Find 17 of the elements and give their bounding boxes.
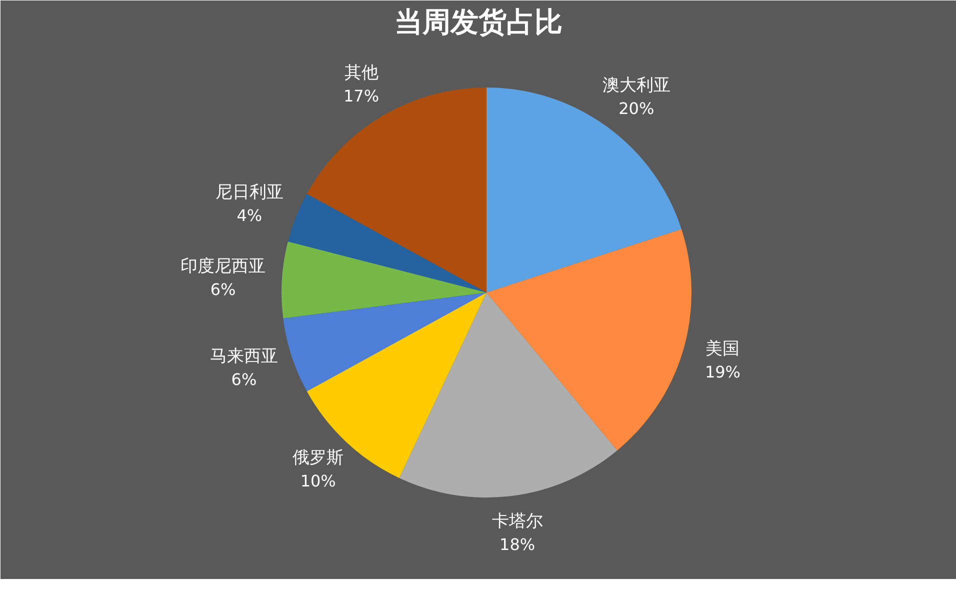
slice-label: 印度尼西亚 bbox=[180, 256, 266, 276]
chart-title: 当周发货占比 bbox=[394, 6, 562, 38]
data-label: 20% bbox=[618, 99, 654, 118]
slice-label: 澳大利亚 bbox=[602, 76, 670, 96]
data-label: 4% bbox=[236, 206, 262, 225]
data-label: 6% bbox=[210, 280, 236, 299]
slice-label: 尼日利亚 bbox=[215, 182, 284, 202]
data-label: 18% bbox=[500, 535, 536, 554]
slice-label: 美国 bbox=[706, 339, 740, 360]
slice-label: 其他 bbox=[344, 63, 378, 84]
data-label: 6% bbox=[231, 370, 257, 389]
slice-label: 马来西亚 bbox=[210, 346, 278, 366]
slice-label: 卡塔尔 bbox=[492, 512, 543, 532]
slice-label: 俄罗斯 bbox=[292, 448, 344, 468]
data-label: 10% bbox=[300, 471, 336, 490]
data-label: 17% bbox=[343, 86, 380, 106]
data-label: 19% bbox=[704, 362, 741, 382]
